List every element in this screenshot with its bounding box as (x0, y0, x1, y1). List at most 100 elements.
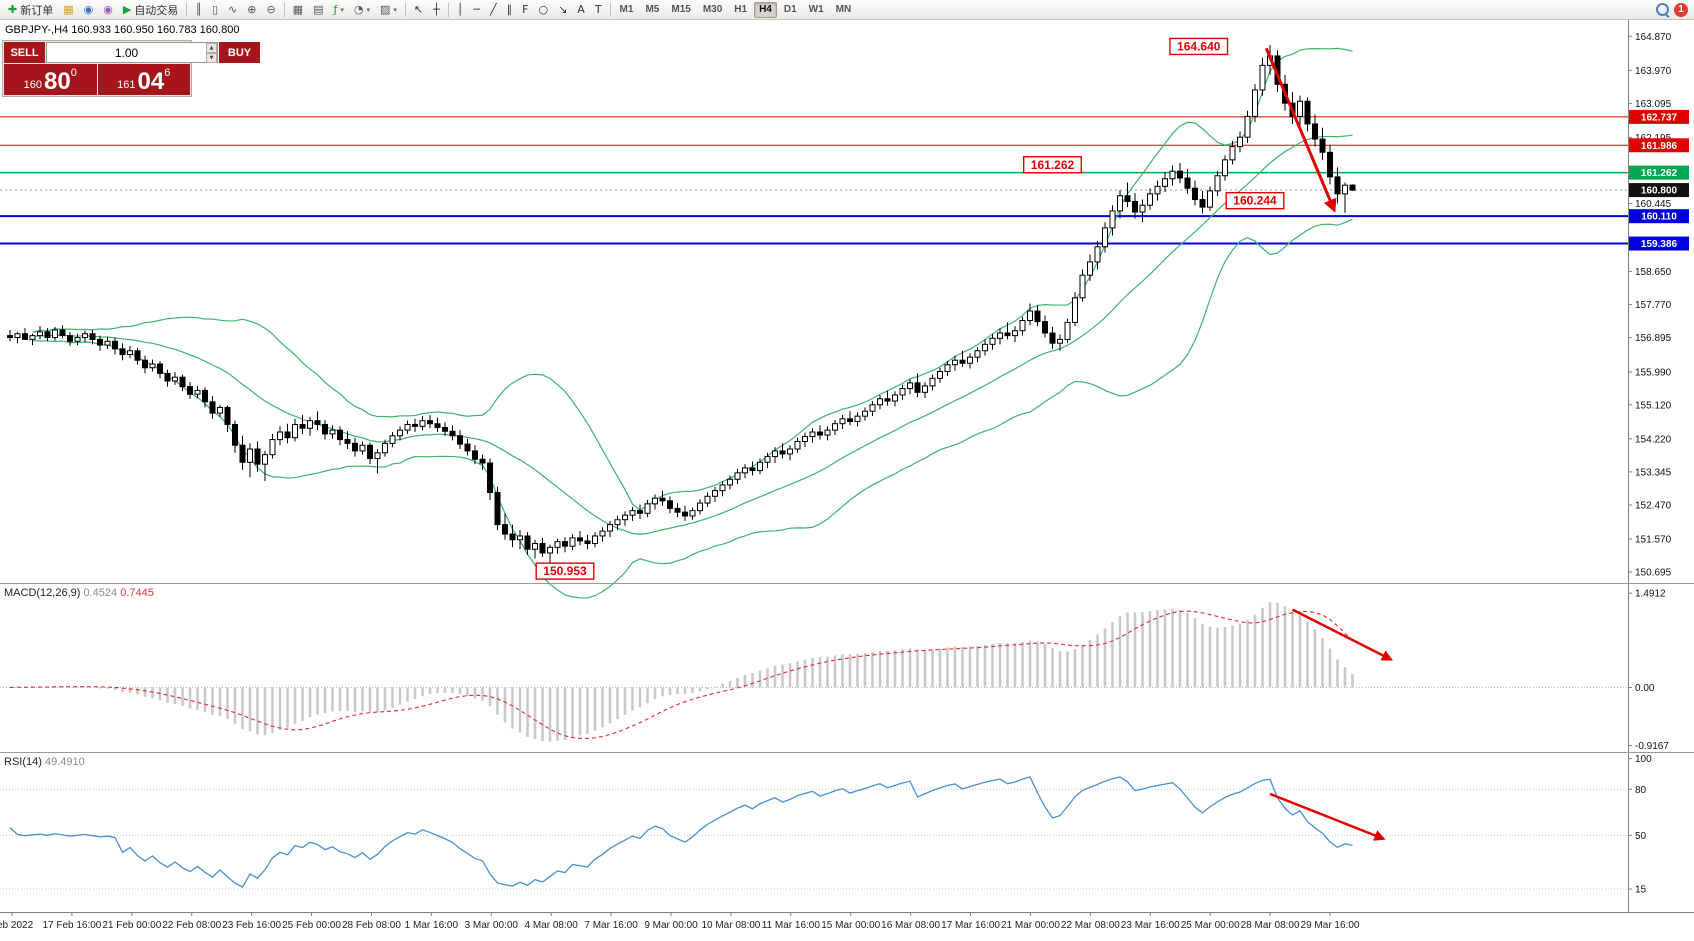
new-order-button[interactable]: ✚ 新订单 (4, 1, 57, 18)
svg-text:11 Mar 16:00: 11 Mar 16:00 (762, 920, 821, 931)
chart-canvas[interactable]: 164.870163.970163.095162.195160.445158.6… (0, 20, 1694, 941)
zoom-in-button-icon: ⊕ (247, 3, 257, 16)
text-button[interactable]: A (573, 1, 589, 18)
svg-text:29 Mar 16:00: 29 Mar 16:00 (1301, 920, 1360, 931)
trendline-button[interactable]: ╱ (486, 1, 501, 18)
macd-signal-line (9, 610, 1353, 739)
tile-windows-button[interactable]: ▦ (289, 1, 307, 18)
vertical-line-button[interactable]: │ (453, 1, 468, 18)
svg-text:28 Feb 08:00: 28 Feb 08:00 (342, 920, 401, 931)
timeframe-h1[interactable]: H1 (729, 2, 752, 18)
rsi-pane (0, 776, 1628, 890)
bar-chart-button[interactable]: ║ (191, 1, 206, 18)
cursor-button[interactable]: ↖ (410, 1, 427, 18)
new-order-button-label: 新订单 (20, 4, 54, 17)
volume-down-icon[interactable]: ▼ (206, 53, 217, 63)
timeframe-h4[interactable]: H4 (754, 1, 777, 18)
ask-price[interactable]: 161 04 6 (97, 64, 190, 95)
timeframe-d1-label: D1 (783, 4, 797, 15)
search-icon[interactable] (1656, 3, 1669, 16)
periods-button-icon: ◔ (353, 3, 364, 16)
label-button[interactable]: T (591, 1, 606, 18)
templates-button-icon: ▨ (379, 3, 391, 16)
svg-text:157.770: 157.770 (1635, 300, 1672, 311)
price-annotation-box (1023, 156, 1083, 174)
templates-button[interactable]: ▨ ▾ (376, 1, 401, 18)
timeframe-m5[interactable]: M5 (640, 2, 664, 18)
channel-button[interactable]: ∥ (503, 1, 517, 18)
svg-text:155.120: 155.120 (1635, 400, 1672, 411)
svg-text:150.953: 150.953 (543, 564, 587, 578)
timeframe-mn[interactable]: MN (831, 2, 857, 18)
channel-button-icon: ∥ (506, 3, 513, 16)
svg-text:154.220: 154.220 (1635, 434, 1672, 445)
fibonacci-button[interactable]: F (518, 1, 532, 18)
bid-big-figure: 160 (23, 79, 43, 91)
timeframe-h4-label: H4 (759, 4, 772, 15)
timeframe-m15[interactable]: M15 (666, 2, 695, 18)
quotes-icon[interactable]: ◉ (80, 1, 98, 18)
crosshair-button-icon: ┼ (433, 3, 440, 16)
svg-text:163.970: 163.970 (1635, 66, 1672, 77)
autotrading-button[interactable]: ▶ 自动交易 (119, 1, 182, 18)
indicators-button[interactable]: ƒ ▾ (329, 1, 347, 18)
svg-text:153.345: 153.345 (1635, 467, 1672, 478)
trend-arrow-macd (1291, 608, 1394, 661)
price-axis[interactable]: 164.870163.970163.095162.195160.445158.6… (0, 20, 1694, 913)
svg-text:4 Mar 08:00: 4 Mar 08:00 (524, 920, 578, 931)
zoom-out-button-icon: ⊖ (266, 3, 276, 16)
candlestick-chart-button-icon: ▯ (211, 3, 218, 16)
svg-text:161.262: 161.262 (1031, 158, 1075, 172)
periods-button[interactable]: ◔ ▾ (350, 1, 374, 18)
shapes-button[interactable]: ○ (534, 1, 552, 18)
bid-price[interactable]: 160 80 0 (4, 64, 97, 95)
svg-text:17 Mar 16:00: 17 Mar 16:00 (941, 920, 1000, 931)
cursor-button-icon: ↖ (413, 3, 424, 16)
notification-badge[interactable]: 1 (1674, 2, 1688, 17)
svg-text:161.262: 161.262 (1641, 168, 1678, 179)
svg-text:15 Mar 00:00: 15 Mar 00:00 (821, 920, 880, 931)
price-level-badge (1629, 138, 1689, 153)
chart-background (0, 20, 1694, 941)
history-icon[interactable]: ◉ (99, 1, 117, 18)
price-annotation-box (1169, 37, 1229, 56)
toolbar-right: 1 (1656, 2, 1691, 17)
crosshair-button[interactable]: ┼ (429, 1, 444, 18)
fibonacci-button-icon: F (522, 3, 529, 16)
volume-input[interactable] (47, 43, 206, 62)
svg-text:21 Mar 00:00: 21 Mar 00:00 (1001, 920, 1060, 931)
buy-button[interactable]: BUY (219, 42, 260, 63)
trend-arrow-main (1264, 47, 1337, 213)
svg-text:152.470: 152.470 (1635, 500, 1672, 511)
timeframe-m1[interactable]: M1 (615, 2, 639, 18)
charts-grid-icon[interactable]: ▦ (59, 1, 77, 18)
zoom-out-button[interactable]: ⊖ (262, 1, 279, 18)
svg-text:25 Mar 00:00: 25 Mar 00:00 (1181, 920, 1240, 931)
toolbar-separator (404, 2, 406, 17)
toolbar-separator (447, 2, 449, 17)
arrows-button[interactable]: ↘ (554, 1, 571, 18)
svg-text:15: 15 (1635, 884, 1647, 895)
horizontal-line-button[interactable]: ─ (469, 1, 484, 18)
sell-button[interactable]: SELL (4, 42, 45, 63)
svg-text:158.650: 158.650 (1635, 267, 1672, 278)
zoom-in-button[interactable]: ⊕ (243, 1, 260, 18)
candlestick-chart-button[interactable]: ▯ (208, 1, 222, 18)
arrange-windows-button[interactable]: ▤ (309, 1, 327, 18)
svg-text:9 Mar 00:00: 9 Mar 00:00 (644, 920, 698, 931)
volume-up-icon[interactable]: ▲ (206, 43, 217, 53)
timeframe-mn-label: MN (835, 4, 852, 15)
svg-text:0.00: 0.00 (1635, 683, 1655, 694)
price-level-badge (1629, 236, 1689, 251)
rsi-line (9, 776, 1353, 888)
timeframe-w1[interactable]: W1 (804, 2, 829, 18)
ask-big-figure: 161 (117, 79, 136, 91)
bid-pips: 80 (44, 68, 71, 95)
svg-text:159.386: 159.386 (1641, 239, 1678, 250)
timeframe-m5-label: M5 (645, 4, 660, 15)
horizontal-line-button-icon: ─ (473, 3, 480, 16)
timeframe-d1[interactable]: D1 (779, 2, 802, 18)
line-chart-button[interactable]: ∿ (224, 1, 241, 18)
timeframe-m30[interactable]: M30 (698, 2, 727, 18)
